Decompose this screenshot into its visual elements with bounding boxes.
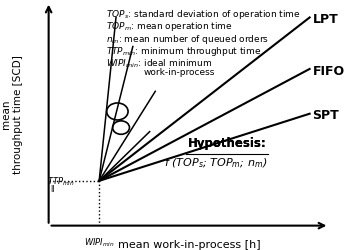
Text: $f$ ($\mathit{TOP_s}$; $\mathit{TOP_m}$; $\mathit{n_m}$): $f$ ($\mathit{TOP_s}$; $\mathit{TOP_m}$;… <box>164 156 267 169</box>
Text: II: II <box>50 184 55 193</box>
Text: FIFO: FIFO <box>313 64 345 77</box>
Text: Hypothesis:: Hypothesis: <box>188 137 266 150</box>
Text: LPT: LPT <box>313 13 338 26</box>
Text: $\mathit{WIPI_{min}}$: ideal minimum: $\mathit{WIPI_{min}}$: ideal minimum <box>106 58 212 70</box>
Text: Hypothesis:: Hypothesis: <box>188 137 266 150</box>
Text: $\mathit{TOP_s}$: standard deviation of operation time: $\mathit{TOP_s}$: standard deviation of … <box>106 8 301 20</box>
Text: $\mathit{TOP_m}$: mean operation time: $\mathit{TOP_m}$: mean operation time <box>106 20 233 33</box>
Text: mean work-in-process [h]: mean work-in-process [h] <box>118 239 260 249</box>
Text: $\mathit{TTP_{min}}$: minimum throughput time: $\mathit{TTP_{min}}$: minimum throughput… <box>106 45 261 58</box>
Text: $\mathit{n_m}$: mean number of queued orders: $\mathit{n_m}$: mean number of queued or… <box>106 33 269 46</box>
Text: $\mathit{TTP_{min}}$: $\mathit{TTP_{min}}$ <box>47 175 75 187</box>
Text: work-in-process: work-in-process <box>144 68 215 76</box>
Text: SPT: SPT <box>313 109 339 122</box>
Text: $\mathit{WIPI_{min}}$: $\mathit{WIPI_{min}}$ <box>84 235 114 248</box>
Text: mean
throughput time [SCD]: mean throughput time [SCD] <box>1 55 23 174</box>
